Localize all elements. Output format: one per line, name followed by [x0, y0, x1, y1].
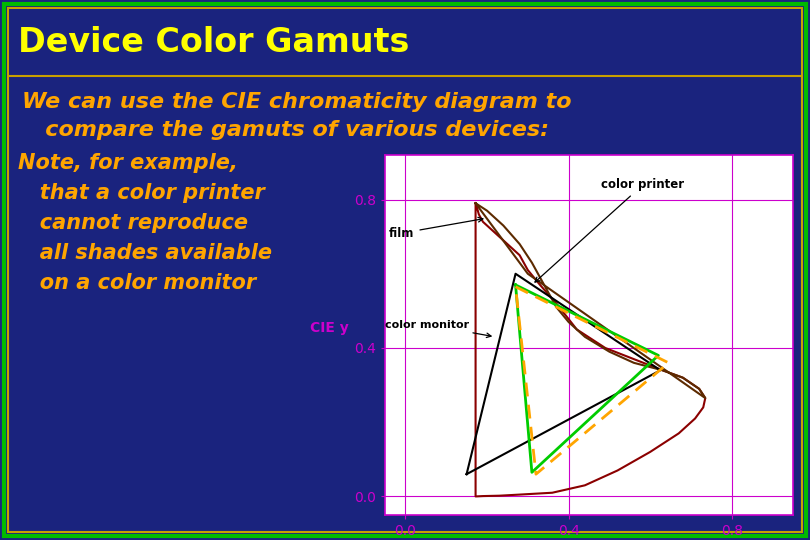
Text: color printer: color printer [535, 178, 684, 282]
Text: film: film [389, 217, 483, 240]
Text: cannot reproduce: cannot reproduce [18, 213, 248, 233]
Text: on a color monitor: on a color monitor [18, 273, 256, 293]
Text: that a color printer: that a color printer [18, 183, 265, 203]
Text: all shades available: all shades available [18, 243, 272, 263]
Text: Device Color Gamuts: Device Color Gamuts [18, 25, 409, 58]
Text: color monitor: color monitor [385, 320, 491, 338]
Text: We can use the CIE chromaticity diagram to: We can use the CIE chromaticity diagram … [22, 92, 572, 112]
Y-axis label: CIE y: CIE y [309, 321, 348, 335]
Bar [9, 9, 801, 75]
Text: compare the gamuts of various devices:: compare the gamuts of various devices: [22, 120, 549, 140]
Text: Note, for example,: Note, for example, [18, 153, 238, 173]
